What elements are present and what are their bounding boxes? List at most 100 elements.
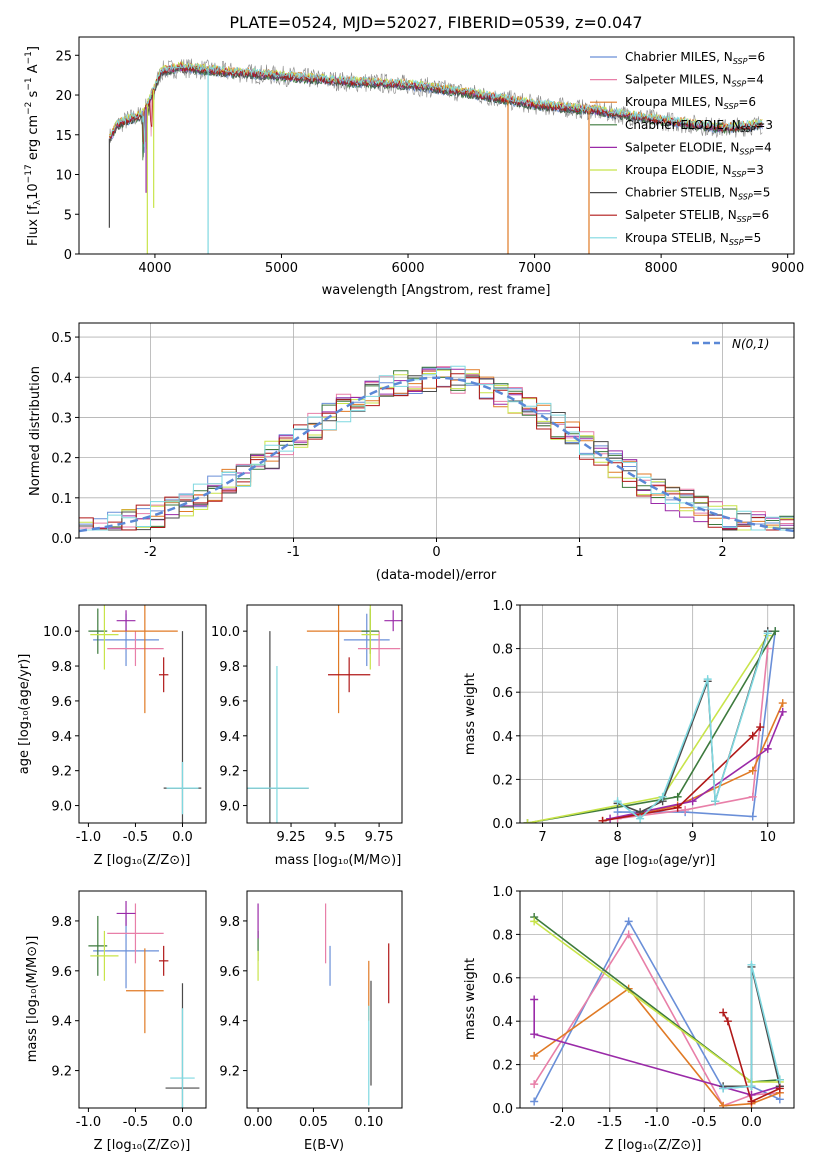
y-tick-label: 15 xyxy=(55,129,72,144)
x-tick-label: 1 xyxy=(575,545,583,560)
legend-entry: Chabrier STELIB, NSSP=5 xyxy=(625,186,770,202)
mass-vs-ebv-panel: 0.00 0.05 0.10 9.2 9.4 9.6 9.8 E(B-V) xyxy=(219,890,403,1153)
y-tick-label: 9.4 xyxy=(219,730,240,745)
x-axis-label: Z [log₁₀(Z/Z⊙)] xyxy=(94,1138,191,1153)
plot-area xyxy=(247,605,402,823)
x-tick-label: -0.5 xyxy=(123,1115,148,1130)
weight-marker xyxy=(703,675,712,684)
x-tick-label: 5000 xyxy=(265,261,298,276)
weight-marker xyxy=(747,1082,756,1091)
y-tick-label: 9.8 xyxy=(51,915,72,930)
weight-line-salpeter-miles xyxy=(617,648,769,820)
weight-line-kroupa-elodie xyxy=(527,635,769,823)
y-tick-label: 0.2 xyxy=(492,773,513,788)
weight-marker xyxy=(624,930,633,939)
weight-marker xyxy=(756,723,765,732)
weight-marker xyxy=(688,797,697,806)
y-tick-label: 9.2 xyxy=(219,765,240,780)
weight-line-kroupa-stelib xyxy=(617,633,769,820)
weight-marker xyxy=(747,1097,756,1106)
x-tick-label: 6000 xyxy=(391,261,424,276)
y-axis-label: Normed distribution xyxy=(28,366,43,496)
weight-marker xyxy=(598,816,607,823)
x-tick-label: 8000 xyxy=(645,261,678,276)
weight-marker xyxy=(748,766,757,775)
histogram-salpeter-elodie xyxy=(79,367,794,531)
weight-line-salpeter-elodie xyxy=(533,999,781,1096)
y-tick-label: 9.6 xyxy=(219,695,240,710)
x-tick-label: 4000 xyxy=(138,261,171,276)
legend-entry: Chabrier MILES, NSSP=6 xyxy=(625,50,765,66)
legend-entry: Salpeter ELODIE, NSSP=4 xyxy=(625,140,772,156)
weight-vs-metallicity-panel: -2.0 -1.5 -1.0 -0.5 0.0 0.0 0.2 0.4 0.6 0.8 1.0 Z [… xyxy=(463,885,795,1153)
weight-marker xyxy=(636,814,645,823)
y-tick-label: 9.0 xyxy=(219,800,240,815)
y-tick-label: 0.5 xyxy=(51,331,72,346)
weight-marker xyxy=(673,792,682,801)
y-tick-label: 9.8 xyxy=(219,915,240,930)
x-tick-label: -1.0 xyxy=(644,1115,669,1130)
x-axis-label: age [log₁₀(age/yr)] xyxy=(595,853,716,868)
residual-histogram-panel: -2 -1 0 1 2 0.0 0.1 0.2 0.3 0.4 0.5 (data-model)/er… xyxy=(28,322,795,583)
y-tick-label: 9.4 xyxy=(51,730,72,745)
axes-frame xyxy=(246,604,403,824)
model-spectrum-chabrier-stelib xyxy=(109,65,763,144)
weight-line-salpeter-stelib xyxy=(602,726,761,822)
weight-marker xyxy=(530,1051,539,1060)
x-tick-label: 0.0 xyxy=(172,1115,193,1130)
mass-vs-metallicity-panel: -1.0 -0.5 0.0 9.2 9.4 9.6 9.8 Z [log₁₀(Z/Z⊙)] ma… xyxy=(25,890,207,1153)
x-tick-label: 8 xyxy=(613,830,621,845)
weight-marker xyxy=(523,819,532,823)
x-tick-label: 9000 xyxy=(771,261,804,276)
weight-marker xyxy=(624,917,633,926)
y-tick-label: 0.4 xyxy=(492,730,513,745)
axes-frame xyxy=(78,890,207,1109)
weight-vs-age-panel: 7 8 9 10 0.0 0.2 0.4 0.6 0.8 1.0 age [log₁₀(age/yr… xyxy=(463,599,795,868)
x-tick-label: 9.25 xyxy=(277,830,306,845)
weight-marker xyxy=(748,812,757,821)
weight-marker xyxy=(530,1030,539,1039)
x-tick-label: -1.0 xyxy=(76,830,101,845)
weight-marker xyxy=(673,803,682,812)
legend-entry: Salpeter STELIB, NSSP=6 xyxy=(625,208,769,224)
y-tick-label: 9.2 xyxy=(51,1065,72,1080)
y-tick-label: 0.0 xyxy=(492,817,513,832)
legend-entry: Kroupa ELODIE, NSSP=3 xyxy=(625,163,764,179)
y-tick-label: 0.1 xyxy=(51,492,72,507)
y-tick-label: 9.8 xyxy=(51,660,72,675)
y-tick-label: 10 xyxy=(55,169,72,184)
weight-marker xyxy=(719,1101,728,1108)
y-tick-label: 9.6 xyxy=(51,695,72,710)
x-tick-label: 9.5 xyxy=(325,830,346,845)
x-axis-label: wavelength [Angstrom, rest frame] xyxy=(322,283,551,298)
weight-marker xyxy=(775,1084,784,1093)
x-tick-label: -2 xyxy=(144,545,157,560)
legend-entry: Chabrier ELODIE, NSSP=3 xyxy=(625,118,773,134)
weight-marker xyxy=(778,707,787,716)
weight-marker xyxy=(613,797,622,806)
legend: Chabrier MILES, NSSP=6 Salpeter MILES, NS… xyxy=(590,50,773,247)
weight-marker xyxy=(681,805,690,814)
x-tick-label: 7000 xyxy=(518,261,551,276)
weight-marker xyxy=(723,1017,732,1026)
y-tick-label: 1.0 xyxy=(492,885,513,900)
y-tick-label: 9.8 xyxy=(219,660,240,675)
y-tick-label: 0.2 xyxy=(492,1059,513,1074)
y-tick-label: 0.8 xyxy=(492,643,513,658)
x-tick-label: -0.5 xyxy=(692,1115,717,1130)
x-tick-label: 0.0 xyxy=(741,1115,762,1130)
y-axis-label: age [log₁₀(age/yr)] xyxy=(17,654,32,775)
weight-marker xyxy=(747,960,756,969)
y-tick-label: 0.3 xyxy=(51,411,72,426)
y-axis-label: mass weight xyxy=(463,958,478,1040)
y-tick-label: 9.6 xyxy=(51,965,72,980)
y-tick-label: 9.4 xyxy=(51,1015,72,1030)
weight-marker xyxy=(748,792,757,801)
y-axis-label: mass weight xyxy=(463,673,478,755)
weight-marker xyxy=(711,797,720,806)
spectrum-panel: 4000 5000 6000 7000 8000 9000 0 5 10 15 20 25 wavele… xyxy=(24,36,804,298)
age-vs-metallicity-panel: -1.0 -0.5 0.0 9.0 9.2 9.4 9.6 9.8 10.0 Z [log₁₀(Z… xyxy=(17,604,207,868)
x-axis-label: E(B-V) xyxy=(304,1138,344,1153)
y-tick-label: 9.2 xyxy=(219,1065,240,1080)
x-tick-label: 0.05 xyxy=(299,1115,328,1130)
